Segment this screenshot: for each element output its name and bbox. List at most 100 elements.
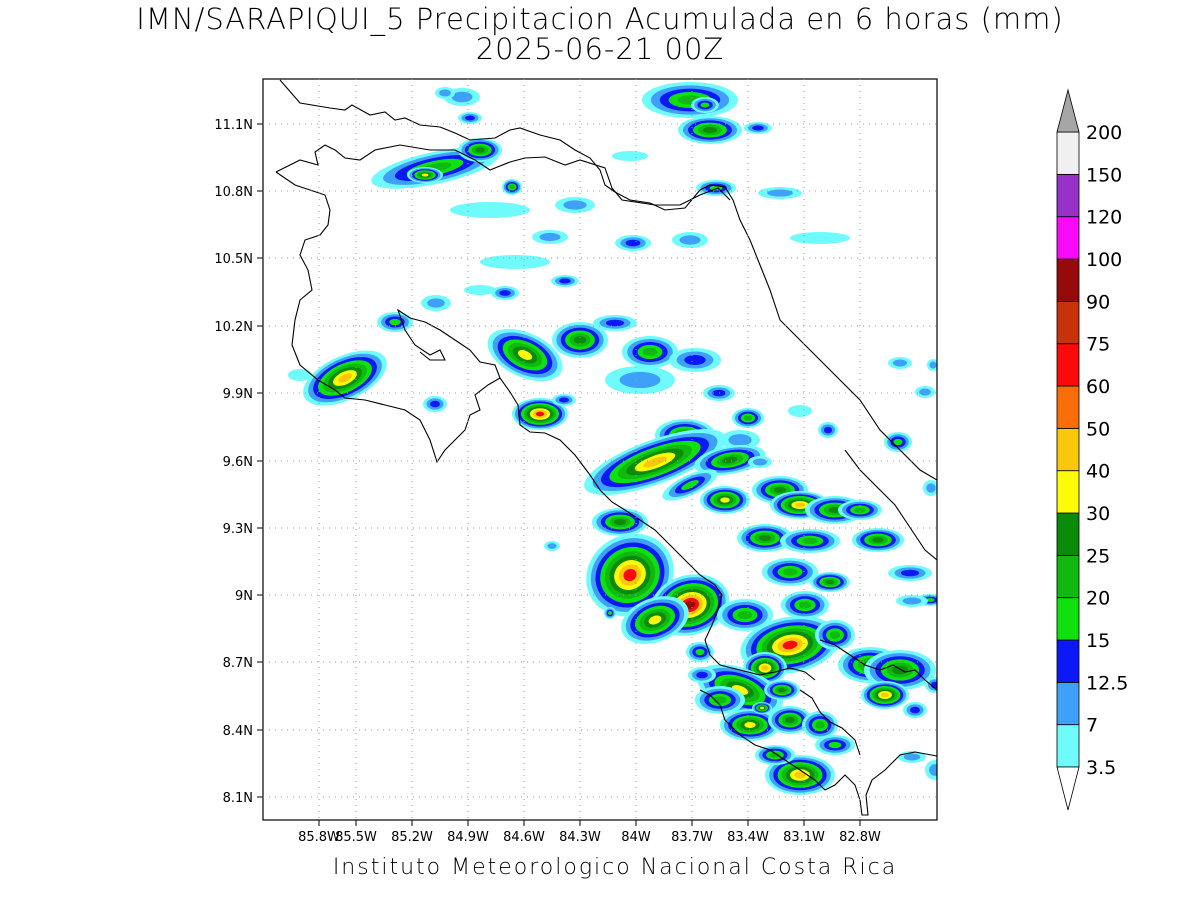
precip-contour bbox=[892, 665, 908, 675]
precip-blob bbox=[696, 180, 736, 196]
colorbar-label: 25 bbox=[1086, 545, 1110, 567]
precip-blob bbox=[458, 112, 482, 124]
lon-tick-label: 84.9W bbox=[447, 830, 489, 845]
precip-contour bbox=[464, 285, 496, 295]
precip-contour bbox=[893, 438, 903, 446]
precip-blob bbox=[642, 82, 738, 118]
precip-contour bbox=[778, 687, 786, 693]
precip-contour bbox=[929, 764, 937, 776]
colorbar: 3.5 7 12.5 15 20 25 30 40 50 60 75 90 100 120 150 200 bbox=[1056, 88, 1128, 811]
precip-contour bbox=[696, 671, 708, 679]
colorbar-segment bbox=[1056, 216, 1080, 260]
precip-contour bbox=[829, 631, 841, 639]
precip-contour bbox=[722, 456, 738, 464]
precip-contour bbox=[758, 534, 772, 542]
precip-contour bbox=[608, 611, 612, 615]
precip-contour bbox=[910, 706, 920, 714]
colorbar-segment bbox=[1056, 512, 1080, 556]
colorbar-label: 150 bbox=[1086, 164, 1122, 186]
precip-contour bbox=[773, 486, 787, 494]
coastline-layer bbox=[275, 79, 937, 816]
lat-tick-label: 9N bbox=[235, 589, 253, 604]
lat-tick-label: 9.9N bbox=[223, 387, 253, 402]
colorbar-segment bbox=[1056, 639, 1080, 683]
precip-blob bbox=[551, 275, 579, 287]
precip-blob bbox=[464, 285, 496, 295]
precip-blob bbox=[688, 667, 716, 683]
precip-blob bbox=[818, 422, 838, 438]
precip-contour bbox=[753, 458, 767, 466]
colorbar-label: 3.5 bbox=[1086, 757, 1116, 779]
precip-blob bbox=[765, 755, 835, 795]
precip-contour bbox=[902, 597, 922, 605]
lon-tick-label: 84W bbox=[621, 830, 651, 845]
map-title: IMN/SARAPIQUI_5 Precipitacion Acumulada … bbox=[136, 2, 1064, 36]
precip-contour bbox=[794, 771, 806, 779]
precip-contour bbox=[648, 615, 662, 625]
precip-contour bbox=[539, 232, 561, 242]
gulf-cell bbox=[512, 398, 568, 430]
colorbar-label: 120 bbox=[1086, 207, 1122, 229]
colorbar-label: 7 bbox=[1086, 715, 1098, 737]
precip-contour bbox=[288, 369, 312, 381]
colorbar-segment bbox=[1056, 681, 1080, 726]
southern-maximum bbox=[650, 574, 730, 636]
precip-contour bbox=[475, 147, 485, 153]
precip-blob bbox=[810, 572, 850, 592]
precip-blob bbox=[752, 702, 772, 714]
precip-blob bbox=[744, 122, 772, 134]
central-cell bbox=[487, 328, 563, 382]
precip-contour bbox=[769, 752, 781, 758]
precip-blob bbox=[925, 760, 937, 780]
precip-blob bbox=[764, 680, 800, 700]
colorbar-high-arrow bbox=[1056, 88, 1080, 133]
precip-contour bbox=[782, 568, 798, 576]
precip-contour bbox=[919, 388, 931, 396]
precip-blob bbox=[884, 432, 912, 452]
precip-blob bbox=[903, 702, 927, 718]
lon-tick-label: 82.8W bbox=[839, 830, 881, 845]
precip-blob bbox=[788, 405, 812, 417]
precip-blob bbox=[927, 359, 937, 371]
precip-blob bbox=[852, 528, 904, 552]
precip-contour bbox=[430, 400, 440, 408]
precip-blob bbox=[450, 202, 530, 218]
precip-blob bbox=[592, 508, 648, 536]
precip-contour bbox=[509, 184, 515, 190]
precip-contour bbox=[427, 298, 445, 308]
precip-contour bbox=[903, 753, 921, 761]
precip-blob bbox=[586, 533, 674, 617]
precip-blob bbox=[925, 677, 937, 693]
precip-blob bbox=[423, 396, 447, 412]
precip-contour bbox=[700, 102, 710, 108]
precip-blob bbox=[755, 745, 795, 765]
precip-contour bbox=[893, 359, 907, 367]
precip-contour bbox=[854, 507, 866, 513]
colorbar-segment bbox=[1056, 131, 1080, 175]
precip-contour bbox=[720, 497, 730, 503]
lat-tick-label: 10.5N bbox=[214, 252, 253, 267]
colorbar-label: 40 bbox=[1086, 461, 1110, 483]
precip-blob bbox=[288, 369, 312, 381]
precip-contour bbox=[517, 350, 533, 360]
precip-blob bbox=[888, 565, 932, 581]
precip-blob bbox=[491, 286, 519, 300]
precip-blob bbox=[717, 599, 773, 631]
colorbar-low-arrow bbox=[1056, 766, 1080, 811]
colorbar-label: 60 bbox=[1086, 376, 1110, 398]
gulf-coast bbox=[499, 377, 816, 681]
precip-blob bbox=[864, 650, 936, 690]
precip-contour bbox=[795, 502, 805, 508]
precip-contour bbox=[930, 681, 937, 689]
precip-contour bbox=[605, 319, 625, 327]
precip-blob bbox=[732, 408, 764, 428]
precip-contour bbox=[559, 278, 571, 284]
precip-contour bbox=[761, 665, 769, 671]
precip-blob bbox=[552, 322, 608, 358]
precip-contour bbox=[752, 125, 764, 131]
precip-contour bbox=[684, 355, 706, 365]
nicoya-cell bbox=[303, 350, 387, 406]
colorbar-label: 30 bbox=[1086, 503, 1110, 525]
